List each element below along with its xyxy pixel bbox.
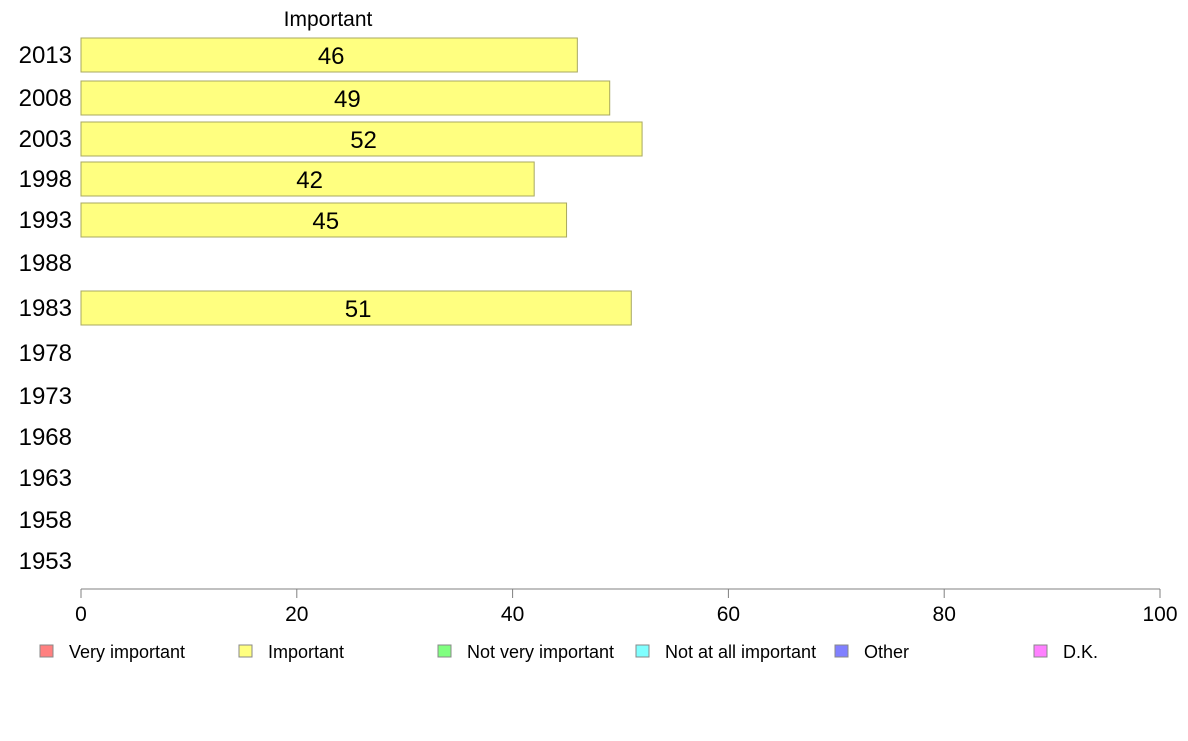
legend-swatch [238, 644, 253, 658]
x-tick-label: 60 [717, 603, 740, 626]
legend-label: Not at all important [665, 642, 816, 662]
bar [80, 161, 535, 197]
legend-swatch [1033, 644, 1048, 658]
legend-label: Other [864, 642, 909, 662]
bar-value-label: 45 [312, 208, 339, 235]
y-tick-label: 1983 [19, 295, 72, 322]
bar [80, 290, 632, 326]
x-tick-label: 40 [501, 603, 524, 626]
x-tick-label: 100 [1142, 603, 1177, 626]
x-tick-label: 20 [285, 603, 308, 626]
x-tick-label: 0 [75, 603, 87, 626]
series-label: Important [284, 8, 373, 31]
bar-value-label: 51 [345, 296, 372, 323]
bar-value-label: 46 [318, 43, 345, 70]
legend-swatch [39, 644, 54, 658]
bar-value-label: 42 [296, 167, 323, 194]
y-tick-label: 1958 [19, 507, 72, 534]
legend-label: D.K. [1063, 642, 1098, 662]
y-tick-label: 2003 [19, 126, 72, 153]
y-tick-label: 2013 [19, 42, 72, 69]
legend-label: Not very important [467, 642, 614, 662]
legend-swatch [437, 644, 452, 658]
bar-value-label: 49 [334, 86, 361, 113]
y-tick-label: 1963 [19, 465, 72, 492]
legend-label: Very important [69, 642, 185, 662]
y-tick-label: 1973 [19, 383, 72, 410]
legend-swatch [635, 644, 650, 658]
bar [80, 37, 578, 73]
bar-value-label: 52 [350, 127, 377, 154]
bar [80, 121, 643, 157]
y-tick-label: 1998 [19, 166, 72, 193]
y-tick-label: 1993 [19, 207, 72, 234]
legend: Very important Important Not very importan… [39, 642, 1098, 662]
x-tick-label: 80 [933, 603, 956, 626]
bars-layer: 46 49 52 42 45 51 [80, 37, 643, 326]
legend-swatch [834, 644, 849, 658]
y-axis-labels: 2013 2008 2003 1998 1993 1988 1983 1978 1973 1968… [19, 42, 72, 575]
x-axis: 0 20 40 60 80 100 [75, 588, 1178, 626]
y-tick-label: 2008 [19, 85, 72, 112]
y-tick-label: 1988 [19, 250, 72, 277]
legend-label: Important [268, 642, 344, 662]
bar [80, 80, 611, 116]
y-tick-label: 1968 [19, 424, 72, 451]
y-tick-label: 1978 [19, 340, 72, 367]
bar [80, 202, 568, 238]
y-tick-label: 1953 [19, 548, 72, 575]
